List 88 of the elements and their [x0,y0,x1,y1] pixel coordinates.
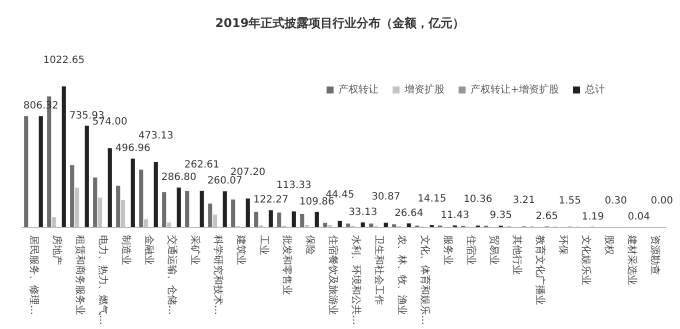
bar [108,148,112,227]
bar [24,116,28,227]
x-tick-label: 贸易业 [488,235,500,265]
bar [246,198,250,227]
bar [346,224,350,227]
data-label: 26.64 [394,208,424,219]
data-label: 0.30 [604,195,628,206]
bar [208,204,212,227]
bar [38,116,43,227]
x-tick-label: 卫生和社会工作 [373,235,385,305]
data-label: 9.35 [490,210,512,222]
bar [70,165,74,227]
bar [254,212,258,227]
x-tick-label: 保险 [304,235,316,255]
bar [154,162,158,227]
x-tick-label: 教育文化广播业 [534,235,546,305]
x-tick-label: 采矿业 [189,235,201,265]
bar [338,220,342,227]
data-label: 11.43 [440,210,470,221]
bar [176,188,181,227]
data-label: 1.55 [558,195,582,206]
x-tick-label: 环保 [557,235,568,255]
bar [62,86,66,227]
data-label: 0.00 [650,196,674,206]
x-tick-label: 股权 [603,235,615,255]
x-tick-label: 批发和零售业 [281,235,293,295]
data-label: 1.19 [582,211,604,222]
bar [360,222,365,227]
x-tick-label: 居民服务、修理… [28,235,40,315]
x-tick-label: 文化、体育和娱乐… [419,235,431,325]
x-tick-label: 服务业 [442,235,454,265]
data-label: 10.36 [464,194,492,206]
bar [323,222,328,227]
bar [231,200,236,227]
bar [116,186,120,227]
bar [200,190,204,227]
x-tick-label: 住宿业 [465,235,477,265]
x-tick-label: 文化娱乐业 [580,235,592,285]
x-tick-label: 制造业 [120,235,132,265]
legend-label: 增资扩股 [404,84,445,96]
bar [162,192,166,227]
data-label: 286.80 [161,172,196,184]
data-label: 30.87 [372,191,400,202]
bar [139,170,144,227]
data-label: 262.61 [184,159,220,170]
legend-label: 总计 [584,84,605,96]
x-tick-label: 建筑业 [235,234,247,265]
bar [300,214,304,227]
x-tick-label: 交通运输、仓储… [166,235,178,315]
bar [84,126,89,227]
x-tick-label: 工业 [258,235,270,255]
legend-label: 产权转让 [338,84,379,96]
x-tick-label: 建材采选业 [626,234,638,285]
chart-title: 2019年正式披露项目行业分布（金额，亿元） [215,16,465,30]
bar [314,212,319,227]
x-tick-label: 房地产 [51,235,63,265]
data-label: 1022.65 [43,54,85,66]
data-label: 2.65 [536,211,558,222]
data-label: 3.21 [512,195,536,206]
bar [406,223,411,227]
x-tick-label: 电力、热力、燃气… [97,235,109,325]
bar [185,190,190,227]
x-tick-label: 租赁和商务服务业 [74,235,86,315]
bar [222,191,227,227]
x-tick-label: 金融业 [143,235,155,265]
x-tick-label: 科学研究和技术… [212,235,224,315]
data-label: 33.13 [348,206,378,218]
data-label: 473.13 [138,130,174,142]
x-tick-label: 水利、环境和公共… [350,235,362,325]
x-tick-label: 住宿餐饮及旅游业 [327,235,339,315]
bar [268,210,273,227]
data-label: 14.15 [418,194,446,205]
data-label: 574.00 [92,116,128,128]
data-label: 0.04 [628,211,650,222]
bar [130,158,135,227]
data-label: 113.33 [276,180,312,191]
bar [384,222,388,227]
data-label: 122.27 [253,194,288,206]
bar [292,211,296,227]
data-label: 260.07 [207,176,242,187]
legend-label: 产权转让+增资扩股 [470,84,560,96]
x-tick-label: 农、林、牧、渔业 [396,235,408,315]
bar [277,212,282,227]
data-label: 496.96 [115,143,150,154]
bar [369,224,374,227]
x-tick-label: 其他行业 [511,235,523,275]
x-tick-label: 资源勘查 [649,235,661,275]
bar [93,178,98,227]
